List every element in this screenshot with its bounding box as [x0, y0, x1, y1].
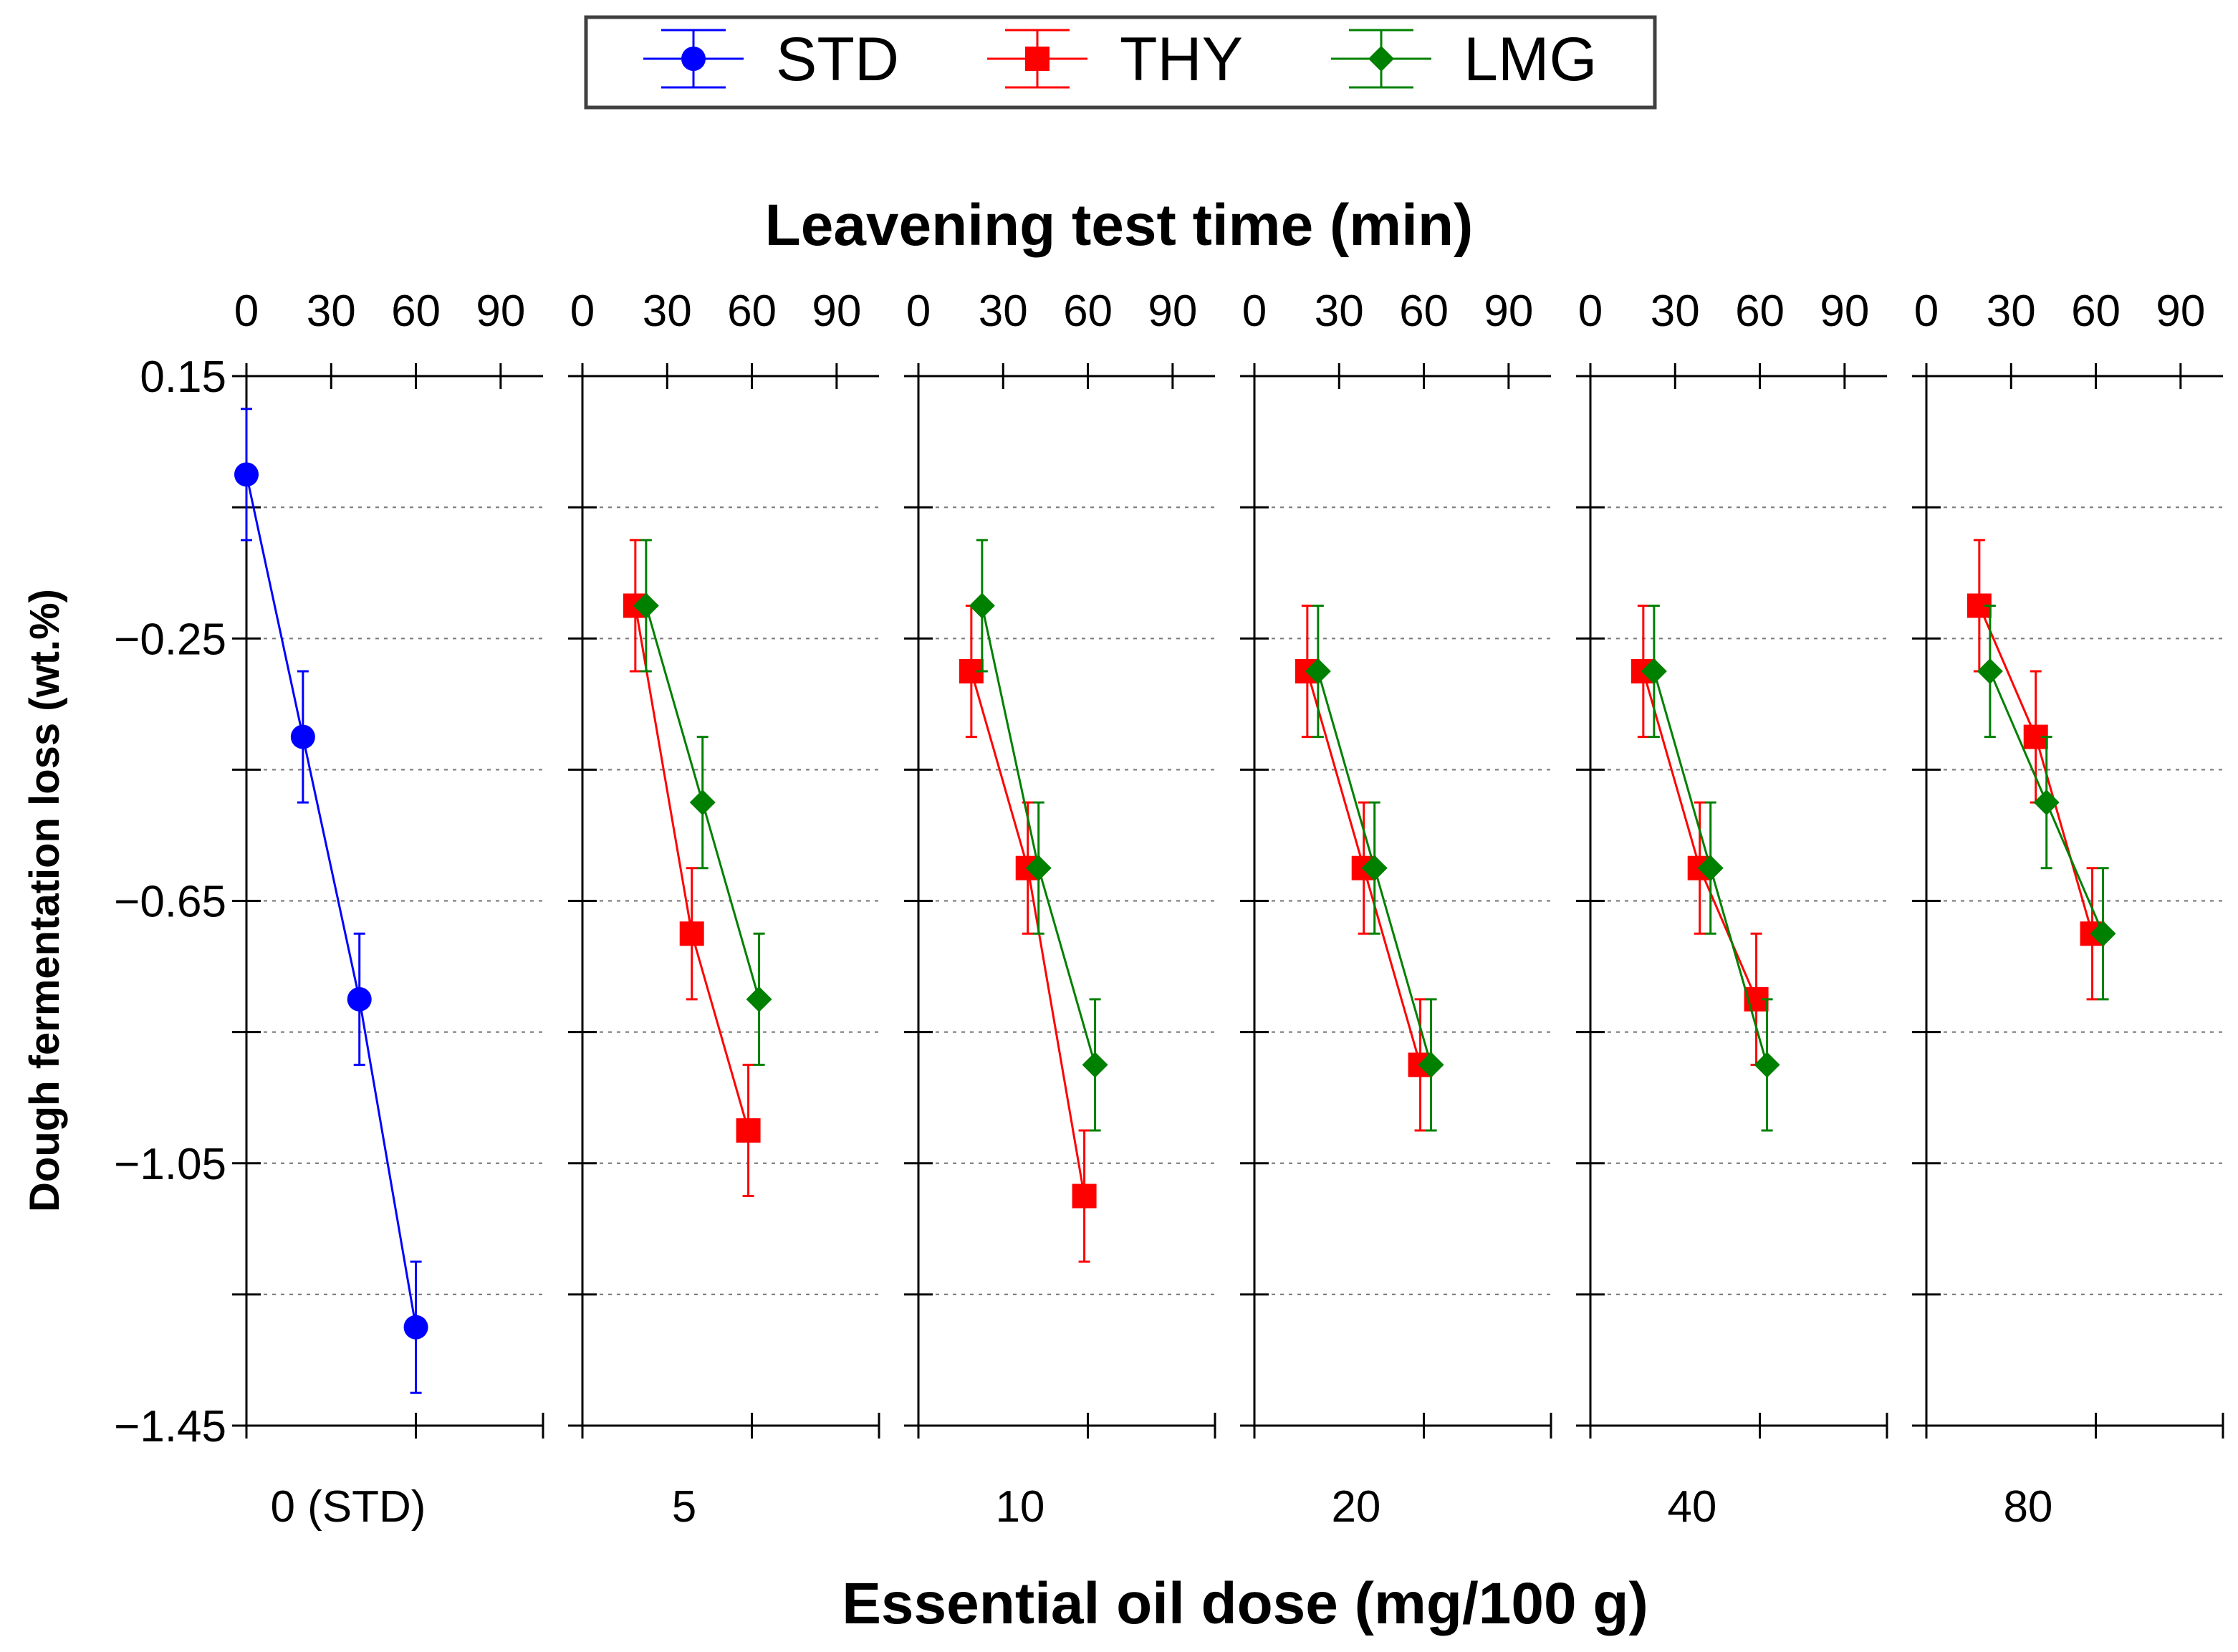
top-time-tick-label: 90: [812, 287, 861, 336]
top-time-tick-label: 30: [643, 287, 692, 336]
y-tick-label: −1.45: [114, 1402, 226, 1451]
top-time-tick-label: 90: [1484, 287, 1533, 336]
legend-item-lmg: LMG: [1331, 25, 1597, 94]
top-time-tick-label: 30: [1651, 287, 1700, 336]
data-point-lmg: [2033, 789, 2060, 816]
x-axis-title: Essential oil dose (mg/100 g): [842, 1571, 1648, 1636]
top-time-tick-label: 30: [307, 287, 356, 336]
data-point-lmg: [1361, 855, 1388, 881]
top-time-tick-label: 90: [476, 287, 525, 336]
dose-label: 10: [995, 1482, 1044, 1532]
y-tick-label: 0.15: [140, 352, 226, 402]
panel-6: 0 30 60 90 80: [1912, 287, 2224, 1532]
top-time-tick-label: 30: [1987, 287, 2036, 336]
data-point-lmg: [1418, 1052, 1444, 1078]
data-point-thy: [736, 1118, 761, 1143]
series-lmg: [1977, 604, 2116, 1001]
data-point-lmg: [633, 592, 659, 619]
top-time-tick-label: 90: [1820, 287, 1869, 336]
legend-item-thy: THY: [987, 25, 1243, 94]
series-std: [234, 408, 428, 1394]
top-time-tick-label: 90: [1148, 287, 1197, 336]
top-time-tick-label: 0: [570, 287, 595, 336]
dose-label: 20: [1331, 1482, 1380, 1532]
legend-label-lmg: LMG: [1464, 25, 1597, 94]
top-time-tick-label: 30: [979, 287, 1028, 336]
dose-label: 80: [2003, 1482, 2052, 1532]
data-point-std: [403, 1315, 428, 1340]
data-point-lmg: [969, 592, 995, 619]
data-point-lmg: [689, 789, 716, 816]
top-time-tick-label: 60: [391, 287, 441, 336]
data-point-lmg: [1697, 855, 1724, 881]
data-point-lmg: [1025, 855, 1052, 881]
series-lmg: [1305, 604, 1444, 1132]
y-tick-label: −0.25: [114, 615, 226, 664]
top-time-tick-label: 90: [2156, 287, 2205, 336]
data-point-lmg: [1305, 658, 1331, 685]
data-point-std: [290, 724, 315, 749]
legend-box: [584, 15, 1657, 110]
legend-label-std: STD: [776, 25, 899, 94]
top-time-tick-label: 60: [727, 287, 777, 336]
data-point-lmg: [1082, 1052, 1108, 1078]
data-point-lmg: [1977, 658, 2003, 685]
data-point-lmg: [746, 986, 772, 1012]
top-time-tick-label: 0: [1242, 287, 1267, 336]
series-line-std: [245, 474, 418, 1327]
data-point-thy: [679, 921, 704, 946]
dose-label: 5: [672, 1482, 696, 1532]
chart-title: Leavening test time (min): [765, 193, 1474, 258]
data-point-std: [347, 986, 372, 1012]
top-time-tick-label: 0: [234, 287, 259, 336]
top-time-tick-label: 60: [2071, 287, 2121, 336]
top-time-tick-label: 60: [1399, 287, 1449, 336]
data-point-std: [234, 462, 259, 487]
legend-marker-std: [681, 47, 706, 71]
top-time-tick-label: 0: [1914, 287, 1939, 336]
series-lmg: [633, 539, 772, 1066]
data-point-lmg: [1641, 658, 1667, 685]
legend-item-std: STD: [643, 25, 899, 94]
series-lmg: [1641, 604, 1780, 1132]
top-time-tick-label: 30: [1315, 287, 1364, 336]
top-time-tick-label: 0: [1578, 287, 1603, 336]
panel-4: 0 30 60 90 20: [1240, 287, 1552, 1532]
dose-label: 0 (STD): [270, 1482, 426, 1532]
legend-label-thy: THY: [1120, 25, 1243, 94]
top-time-tick-label: 60: [1063, 287, 1113, 336]
legend-marker-lmg: [1368, 46, 1394, 72]
y-tick-label: −0.65: [114, 878, 226, 927]
panel-5: 0 30 60 90 40: [1576, 287, 1888, 1532]
panel-2: 0 30 60 90 5: [568, 287, 880, 1532]
legend: STD THY LMG: [584, 15, 1657, 110]
data-point-thy: [1072, 1183, 1097, 1209]
data-point-lmg: [1754, 1052, 1780, 1078]
y-tick-label: −1.05: [114, 1140, 226, 1189]
panel-3: 0 30 60 90 10: [904, 287, 1216, 1532]
legend-marker-thy: [1025, 47, 1050, 71]
top-time-tick-label: 0: [906, 287, 931, 336]
top-time-tick-label: 60: [1735, 287, 1785, 336]
panel-1: 0 30 60 90 0 (STD) 0.15 −0.25 −0.65 −1.05 −1.45: [114, 287, 544, 1532]
series-thy: [623, 539, 761, 1198]
series-lmg: [969, 539, 1108, 1132]
dose-label: 40: [1667, 1482, 1716, 1532]
data-point-lmg: [2090, 921, 2116, 947]
y-axis-title: Dough fermentation loss (wt.%): [21, 589, 68, 1212]
